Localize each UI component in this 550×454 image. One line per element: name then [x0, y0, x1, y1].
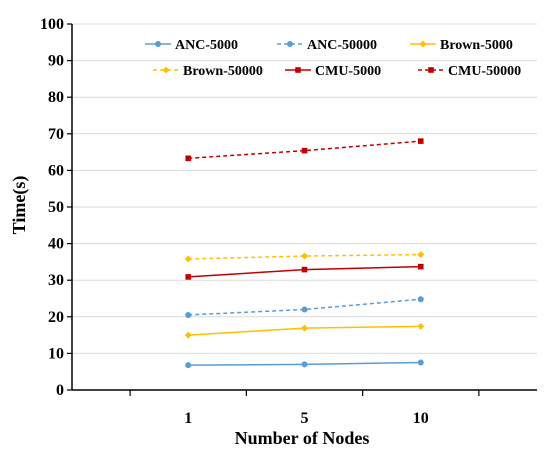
- legend: ANC-5000 ANC-50000 Brown-5000 Brown-50000 CM…: [145, 38, 521, 79]
- legend-item: ANC-5000: [145, 38, 238, 53]
- series-cmu-5000: [185, 263, 424, 280]
- y-tick-label: 100: [40, 16, 64, 33]
- y-tick-label: 90: [48, 53, 64, 70]
- data-point: [185, 274, 192, 280]
- legend-label: Brown-50000: [183, 64, 263, 79]
- series-cmu-50000: [185, 138, 424, 162]
- data-point: [185, 362, 192, 369]
- data-point: [184, 331, 192, 339]
- data-point: [417, 251, 425, 259]
- x-axis-title: Number of Nodes: [235, 428, 370, 448]
- x-tick-label: 10: [413, 410, 429, 427]
- legend-label: CMU-50000: [448, 64, 521, 79]
- data-point: [417, 263, 424, 270]
- data-point: [417, 138, 424, 144]
- y-tick-label: 70: [48, 126, 64, 143]
- legend-item: CMU-5000: [285, 64, 381, 79]
- legend-item: Brown-50000: [153, 64, 263, 79]
- data-point: [417, 322, 425, 330]
- data-point: [287, 41, 293, 47]
- data-point: [301, 361, 308, 368]
- series-brown-5000: [184, 322, 425, 339]
- series-brown-50000: [184, 251, 425, 263]
- y-tick-label: 30: [48, 272, 64, 289]
- data-point: [301, 147, 308, 154]
- data-point: [185, 155, 192, 162]
- y-tick-label: 0: [56, 382, 64, 399]
- data-point: [295, 67, 301, 73]
- data-point: [162, 66, 170, 74]
- legend-item: Brown-5000: [410, 38, 513, 53]
- tick-labels: 0 10 20 30 40 50 60 70 80 90 100 1 5 10: [40, 16, 429, 427]
- y-tick-label: 60: [48, 162, 64, 179]
- data-point: [417, 296, 424, 303]
- data-point: [428, 67, 434, 73]
- gridlines: [72, 23, 537, 354]
- legend-label: CMU-5000: [315, 64, 381, 79]
- data-point: [301, 324, 308, 332]
- series-line: [188, 298, 421, 316]
- y-tick-label: 20: [48, 309, 64, 326]
- series-line: [188, 253, 421, 260]
- data-point: [301, 266, 308, 273]
- data-point: [155, 41, 161, 47]
- x-tick-label: 5: [301, 410, 309, 427]
- axes: [67, 23, 537, 396]
- y-axis-title: Time(s): [9, 176, 30, 235]
- y-tick-label: 40: [48, 236, 64, 253]
- legend-item: CMU-50000: [418, 64, 521, 79]
- data-point: [419, 40, 427, 48]
- y-tick-label: 10: [48, 345, 64, 362]
- series-anc-50000: [185, 296, 424, 318]
- legend-label: ANC-5000: [175, 38, 238, 53]
- series-group: [184, 138, 425, 369]
- y-tick-label: 80: [48, 89, 64, 106]
- x-tick-label: 1: [184, 410, 192, 427]
- series-line: [188, 140, 421, 160]
- legend-item: ANC-50000: [277, 38, 377, 53]
- data-point: [417, 359, 424, 366]
- y-tick-label: 50: [48, 199, 64, 216]
- series-anc-5000: [185, 359, 424, 369]
- legend-label: ANC-50000: [307, 38, 377, 53]
- data-point: [184, 255, 192, 263]
- data-point: [301, 252, 308, 260]
- data-point: [301, 306, 308, 313]
- data-point: [185, 311, 192, 318]
- legend-label: Brown-5000: [440, 38, 513, 53]
